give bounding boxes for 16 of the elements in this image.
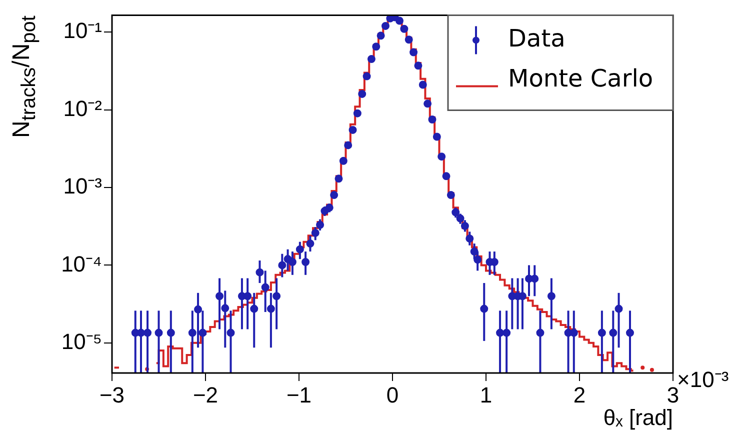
x-tick-label: 0 xyxy=(386,382,399,408)
y-tick-label: 10⁻⁴ xyxy=(61,251,102,276)
legend-label: Monte Carlo xyxy=(508,64,654,92)
legend-label: Data xyxy=(508,24,566,52)
x-tick-label: 1 xyxy=(480,382,492,408)
x-axis-title: θₓ [rad] xyxy=(603,405,673,430)
y-tick-label: 10⁻² xyxy=(63,96,102,121)
y-tick-label: 10⁻¹ xyxy=(63,18,102,44)
x-tick-label: −2 xyxy=(192,382,218,408)
x-tick-label: −3 xyxy=(99,382,125,408)
x-tick-label: 3 xyxy=(666,382,680,408)
x-tick-label: −1 xyxy=(286,382,312,408)
text: ×10⁻³ xyxy=(677,367,729,392)
y-tick-label: 10⁻⁵ xyxy=(61,328,102,354)
y-tick-label: 10⁻³ xyxy=(63,174,102,199)
x-tick-label: 2 xyxy=(573,382,586,408)
